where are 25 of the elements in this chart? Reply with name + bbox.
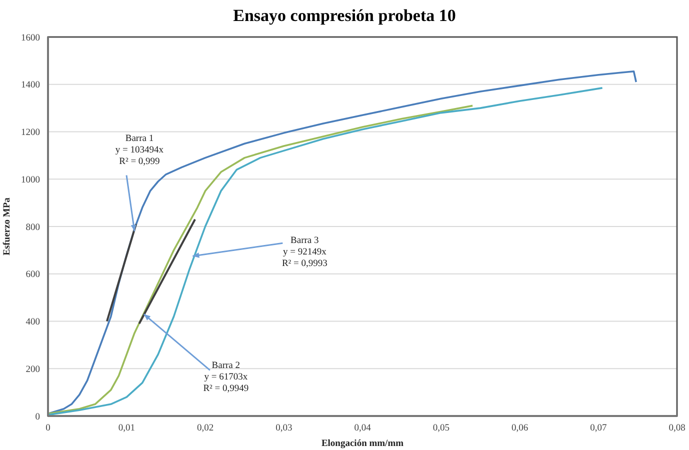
annotation: Barra 3 y = 92149x R² = 0,9993: [282, 236, 328, 270]
y-tick-label: 800: [26, 222, 40, 233]
x-tick-label: 0,04: [354, 424, 372, 434]
annotation: Barra 1 y = 103494x R² = 0,999: [115, 134, 164, 168]
x-tick-label: 0,03: [276, 424, 292, 434]
x-tick-label: 0,07: [590, 424, 607, 434]
annotation: Barra 2 y = 61703x R² = 0,9949: [203, 361, 249, 394]
y-tick-label: 600: [26, 270, 40, 280]
line-series: [48, 104, 474, 415]
x-tick-label: 0,05: [432, 424, 450, 434]
y-tick-label: 1600: [21, 33, 40, 44]
y-tick-label: 1400: [21, 80, 40, 91]
chart-title: Ensayo compresión probeta 10: [232, 6, 457, 26]
y-tick-label: 1000: [21, 175, 40, 186]
x-tick-label: 0: [46, 424, 51, 434]
y-axis-title: Esfuerzo MPa: [2, 197, 12, 256]
x-axis-title: Elongación mm/mm: [321, 439, 404, 449]
y-tick-label: 0: [35, 412, 40, 422]
y-tick-label: 1200: [21, 128, 40, 138]
x-tick-label: 0,06: [511, 424, 528, 434]
x-tick-label: 0,08: [668, 424, 686, 434]
x-tick-label: 0,01: [118, 424, 136, 434]
x-tick-label: 0,02: [196, 424, 214, 434]
y-tick-label: 400: [26, 318, 40, 328]
y-tick-label: 200: [26, 364, 40, 375]
